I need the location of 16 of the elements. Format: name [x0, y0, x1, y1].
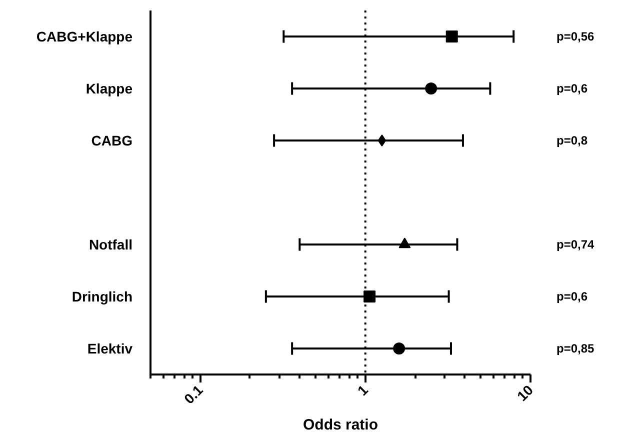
- y-tick-label: Notfall: [88, 236, 133, 252]
- y-tick-label: CABG+Klappe: [36, 28, 133, 44]
- y-tick-label: Dringlich: [72, 288, 133, 304]
- x-axis-title: Odds ratio: [302, 416, 378, 434]
- text: p=0,74: [556, 238, 595, 252]
- text: p=0,56: [556, 30, 595, 44]
- x-tick-label: 10: [514, 382, 536, 404]
- text: p=0,6: [556, 290, 588, 304]
- x-tick-label: 1: [354, 382, 372, 399]
- text: p=0,85: [556, 342, 595, 356]
- y-tick-label: Elektiv: [87, 340, 133, 356]
- y-tick-label: Klappe: [86, 80, 133, 96]
- text: p=0,6: [556, 82, 588, 96]
- x-tick-label: 0.1: [180, 382, 206, 407]
- y-tick-label: CABG: [91, 132, 133, 148]
- text: p=0,8: [556, 134, 588, 148]
